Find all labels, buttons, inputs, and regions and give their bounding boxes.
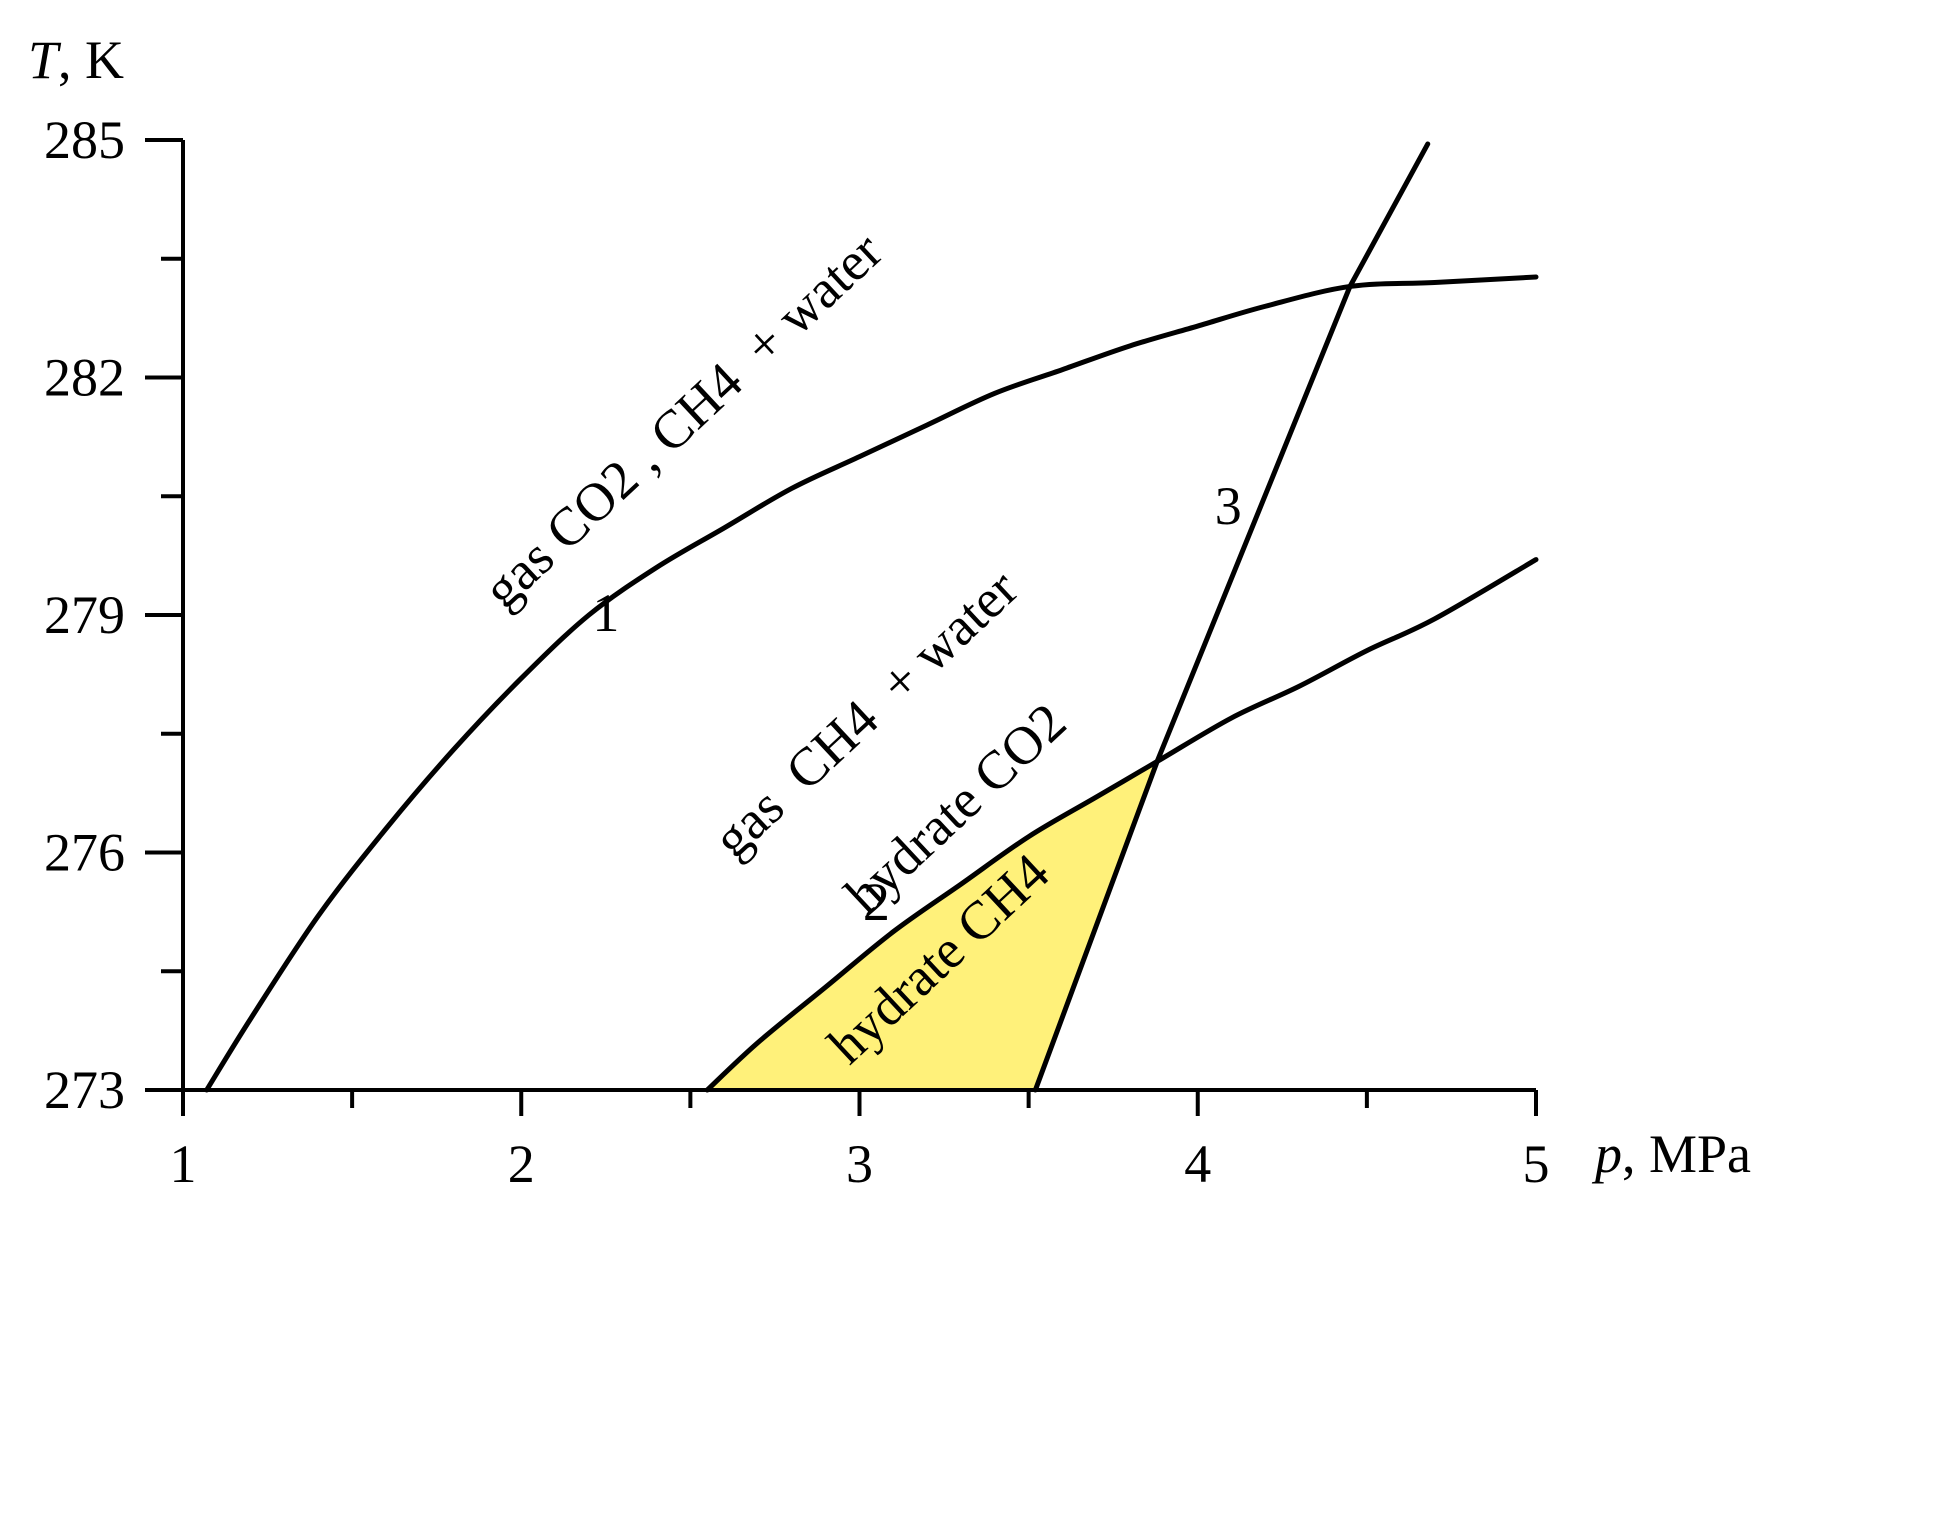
ticks: 1 2 3 4 5 273 276 279 282 285 — [44, 110, 1550, 1194]
x-axis-title: p, MPa — [1591, 1124, 1751, 1184]
x-tick-label: 1 — [170, 1134, 197, 1194]
y-tick-label: 279 — [44, 585, 125, 645]
curve-3-line — [1032, 141, 1431, 1093]
y-axis-title: T, K — [28, 30, 124, 90]
x-axis-unit: , MPa — [1622, 1124, 1751, 1184]
y-axis-unit: , K — [58, 30, 124, 90]
x-tick-label: 4 — [1184, 1134, 1211, 1194]
y-axis-variable: T — [28, 30, 62, 90]
curve-label-3: 3 — [1215, 476, 1242, 536]
y-tick-label: 285 — [44, 110, 125, 170]
x-tick-label: 3 — [846, 1134, 873, 1194]
region-gas-co2-ch4-water-label: gas CO2 , CH4 + water — [472, 221, 894, 620]
hydrate-ch4-shaded-region — [707, 761, 1158, 1090]
y-tick-label: 282 — [44, 348, 125, 408]
y-tick-label: 273 — [44, 1060, 125, 1120]
shaded-region-layer — [707, 761, 1158, 1090]
curve-label-2: 2 — [863, 872, 890, 932]
x-tick-label: 2 — [508, 1134, 535, 1194]
curves — [204, 141, 1539, 1093]
curve-1-line — [204, 274, 1539, 1093]
curve-2-line — [704, 557, 1539, 1093]
y-tick-label: 276 — [44, 823, 125, 883]
curve-label-1: 1 — [592, 583, 619, 643]
x-axis-variable: p — [1591, 1124, 1622, 1184]
x-tick-label: 5 — [1523, 1134, 1550, 1194]
